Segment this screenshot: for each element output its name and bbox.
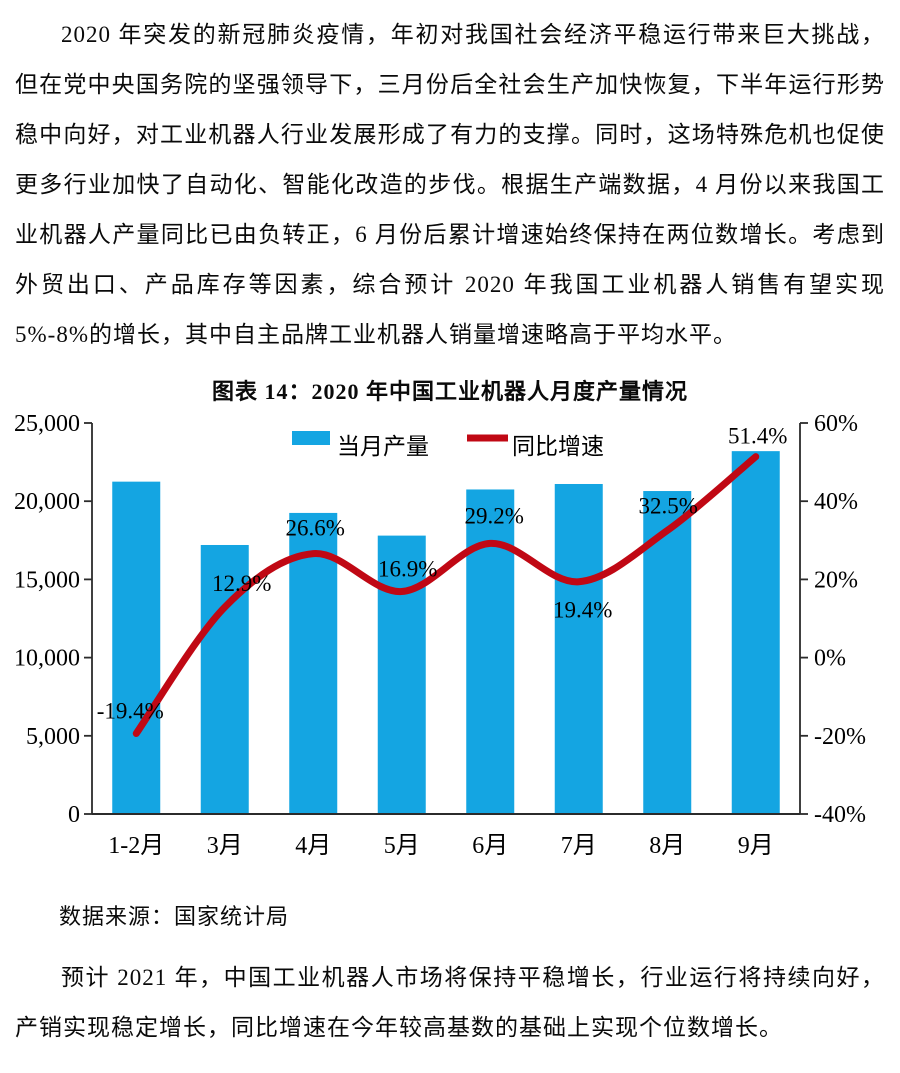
growth-data-label: 51.4% (728, 424, 787, 449)
growth-data-label: 16.9% (378, 557, 437, 582)
growth-data-label: 26.6% (286, 516, 345, 541)
data-source: 数据来源：国家统计局 (59, 904, 290, 929)
bar-1-2月 (112, 481, 161, 814)
chart-title: 图表 14：2020 年中国工业机器人月度产量情况 (211, 379, 688, 404)
left-axis-label: 15,000 (14, 567, 80, 593)
growth-data-label: 12.9% (212, 571, 271, 596)
left-axis-label: 0 (68, 802, 80, 828)
left-axis-label: 20,000 (14, 489, 80, 515)
bar-9月 (731, 451, 780, 814)
right-axis-label: 60% (814, 411, 858, 437)
right-axis-label: 40% (814, 489, 858, 515)
growth-data-label: 29.2% (465, 503, 524, 528)
left-axis-label: 10,000 (14, 646, 80, 672)
bar-7月 (554, 483, 603, 814)
x-axis-label: 4月 (295, 833, 331, 859)
left-axis-label: 5,000 (26, 724, 80, 750)
right-axis-label: -20% (814, 724, 866, 750)
combo-chart-svg: 25,000 60% 20,000 40% 15,000 20% 10,000 0% 5,000… (14, 411, 866, 859)
x-axis-label: 1-2月 (108, 833, 164, 859)
legend-label-production: 当月产量 (337, 434, 429, 459)
paragraph-outlook: 预计 2021 年，中国工业机器人市场将保持平稳增长，行业运行将持续向好，产销实… (15, 965, 885, 1040)
bar-6月 (466, 489, 515, 814)
bar-5月 (377, 535, 426, 814)
growth-data-label: 19.4% (553, 598, 612, 623)
x-axis-label: 3月 (207, 833, 243, 859)
right-axis-label: 20% (814, 567, 858, 593)
production-chart-figure: 25,000 60% 20,000 40% 15,000 20% 10,000 0% 5,000… (0, 406, 900, 873)
growth-line (132, 453, 760, 737)
x-axis-label: 6月 (472, 833, 508, 859)
paragraph-intro: 2020 年突发的新冠肺炎疫情，年初对我国社会经济平稳运行带来巨大挑战，但在党中… (15, 22, 885, 347)
x-axis-label: 7月 (561, 833, 597, 859)
right-axis-label: -40% (814, 802, 866, 828)
x-axis-label: 9月 (738, 833, 774, 859)
growth-data-label: -19.4% (97, 698, 164, 723)
x-axis-label: 8月 (649, 833, 685, 859)
legend-bar-swatch (292, 431, 330, 445)
growth-data-label: 32.5% (639, 494, 698, 519)
bar-4月 (289, 512, 338, 814)
right-axis-label: 0% (814, 646, 846, 672)
legend-label-growth: 同比增速 (512, 434, 604, 459)
x-axis-label: 5月 (384, 833, 420, 859)
left-axis-label: 25,000 (14, 411, 80, 437)
